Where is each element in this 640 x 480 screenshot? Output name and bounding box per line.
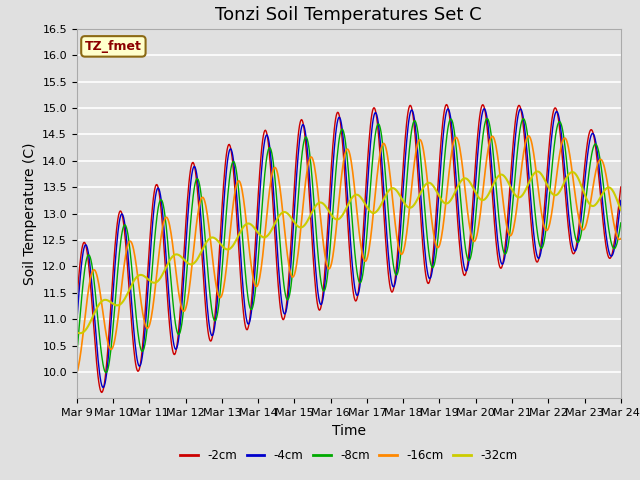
-4cm [237, 262, 245, 268]
Line: -8cm: -8cm [77, 119, 621, 372]
-4cm [99, 384, 107, 390]
-2cm [436, 153, 444, 159]
-32cm [237, 227, 245, 233]
-16cm [264, 205, 271, 211]
-4cm [406, 114, 413, 120]
-8cm [436, 213, 444, 218]
Line: -32cm: -32cm [77, 171, 621, 333]
-8cm [484, 116, 492, 121]
Line: -2cm: -2cm [77, 105, 621, 393]
-2cm [285, 274, 292, 279]
-16cm [137, 296, 145, 302]
-8cm [102, 370, 109, 375]
Title: Tonzi Soil Temperatures Set C: Tonzi Soil Temperatures Set C [216, 6, 482, 24]
Text: TZ_fmet: TZ_fmet [85, 40, 142, 53]
-2cm [73, 299, 81, 305]
-2cm [617, 184, 625, 190]
-4cm [285, 288, 292, 293]
-2cm [237, 286, 245, 291]
-16cm [237, 181, 244, 187]
-4cm [617, 198, 625, 204]
-4cm [480, 106, 488, 112]
-2cm [98, 390, 106, 396]
-32cm [406, 205, 413, 211]
Legend: -2cm, -4cm, -8cm, -16cm, -32cm: -2cm, -4cm, -8cm, -16cm, -32cm [175, 444, 522, 467]
-16cm [617, 236, 625, 241]
-8cm [617, 220, 625, 226]
-32cm [533, 168, 541, 174]
-2cm [138, 355, 145, 360]
-4cm [73, 319, 81, 325]
-32cm [264, 232, 272, 238]
-16cm [405, 213, 413, 218]
-8cm [264, 147, 272, 153]
-8cm [138, 348, 145, 353]
-32cm [436, 194, 444, 200]
-8cm [237, 219, 245, 225]
-16cm [525, 133, 532, 139]
-8cm [406, 146, 413, 152]
-4cm [138, 359, 145, 365]
X-axis label: Time: Time [332, 424, 366, 438]
-4cm [436, 175, 444, 180]
Line: -4cm: -4cm [77, 109, 621, 387]
-8cm [285, 295, 292, 300]
-32cm [73, 330, 81, 336]
-32cm [617, 207, 625, 213]
-4cm [264, 135, 272, 141]
-32cm [138, 272, 145, 278]
-16cm [284, 257, 292, 263]
-2cm [442, 102, 450, 108]
-16cm [73, 370, 81, 376]
-32cm [77, 330, 84, 336]
-2cm [406, 103, 413, 109]
Line: -16cm: -16cm [77, 136, 621, 373]
Y-axis label: Soil Temperature (C): Soil Temperature (C) [23, 143, 36, 285]
-2cm [264, 140, 272, 146]
-32cm [285, 212, 292, 217]
-8cm [73, 352, 81, 358]
-16cm [435, 243, 443, 249]
